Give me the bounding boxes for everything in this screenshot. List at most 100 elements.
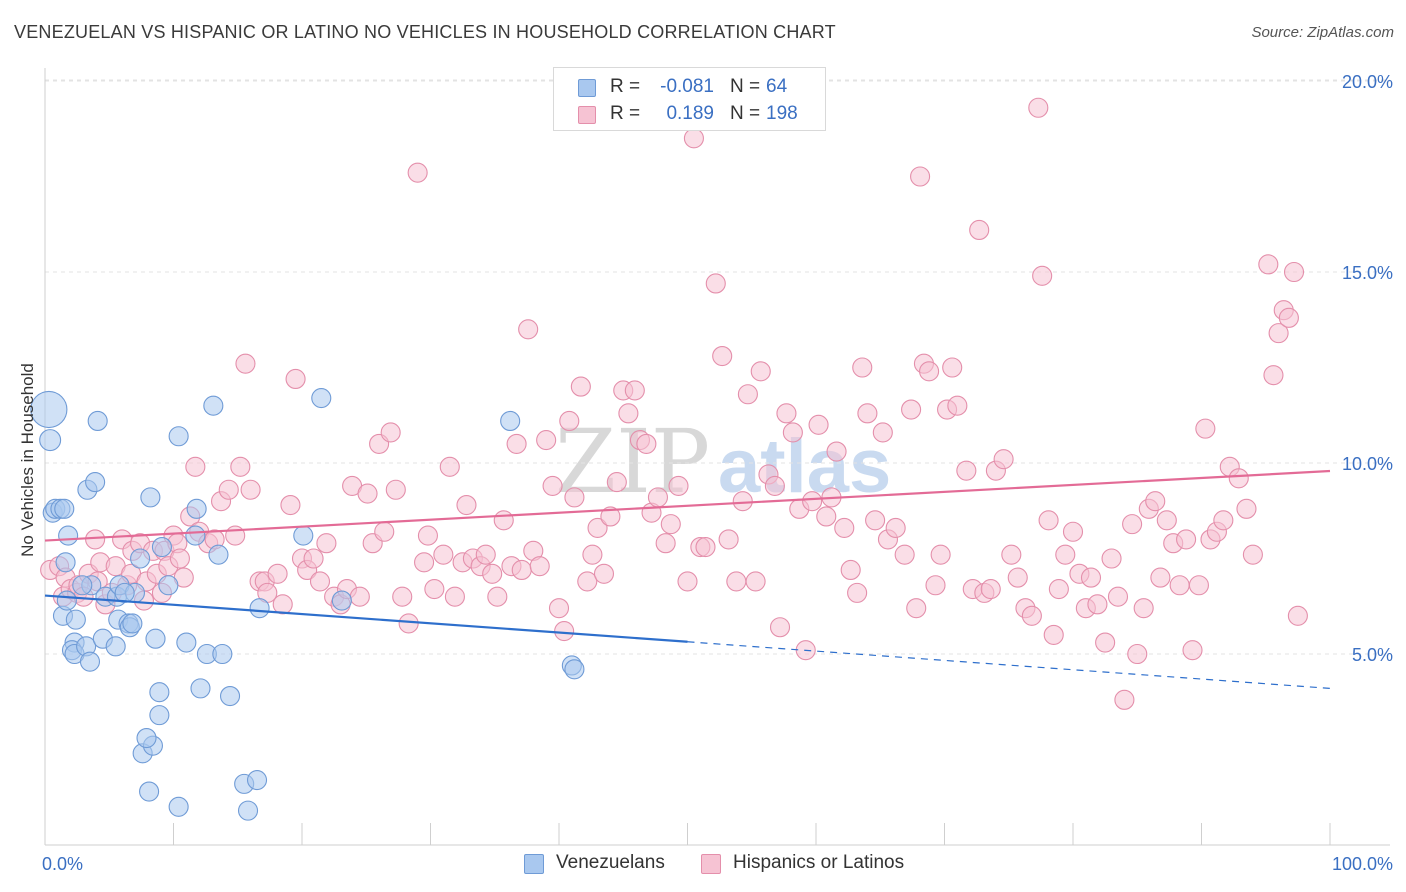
hispanic-point xyxy=(1095,632,1116,653)
y-tick-label: 20.0% xyxy=(1342,72,1393,92)
hispanic-point xyxy=(901,399,922,420)
r-value: -0.081 xyxy=(660,76,714,97)
x-tick-label-min: 0.0% xyxy=(42,854,83,874)
hispanic-point xyxy=(1087,594,1108,615)
venezuelan-point xyxy=(237,800,259,821)
hispanic-point xyxy=(1055,544,1076,565)
hispanic-point xyxy=(636,433,657,454)
hispanic-point xyxy=(374,521,395,542)
hispanic-point xyxy=(726,571,747,592)
hispanic-point xyxy=(398,613,419,634)
hispanic-point xyxy=(925,575,946,596)
venezuelan-point xyxy=(130,548,151,569)
hispanic-point xyxy=(980,579,1001,600)
r-label: R = xyxy=(610,103,641,124)
venezuelan-point xyxy=(79,651,101,672)
hispanic-point xyxy=(1122,514,1143,535)
venezuelan-point xyxy=(145,628,166,649)
hispanic-point xyxy=(424,579,445,600)
hispanic-point xyxy=(993,449,1014,470)
venezuelan-point xyxy=(500,410,521,432)
hispanic-point xyxy=(1188,575,1209,596)
hispanic-point xyxy=(169,548,190,569)
hispanic-point xyxy=(1032,265,1053,286)
hispanic-point xyxy=(705,273,726,294)
venezuelan-point xyxy=(564,659,585,680)
hispanic-point xyxy=(852,357,873,378)
legend-label-hispanics: Hispanics or Latinos xyxy=(733,852,905,873)
venezuelan-point xyxy=(331,590,352,611)
hispanic-point xyxy=(433,544,454,565)
x-tick-label-max: 100.0% xyxy=(1332,854,1393,874)
hispanic-point xyxy=(536,430,557,451)
hispanic-point xyxy=(417,525,438,546)
r-value: 0.189 xyxy=(666,103,714,124)
hispanic-point xyxy=(554,621,575,642)
venezuelan-trend-line xyxy=(44,594,688,643)
hispanic-point xyxy=(1133,598,1154,619)
hispanic-point xyxy=(826,441,847,462)
hispanic-point xyxy=(582,544,603,565)
hispanic-point xyxy=(1263,365,1284,386)
venezuelan-point xyxy=(168,426,189,447)
venezuelan-point xyxy=(158,575,179,596)
hispanic-point xyxy=(1080,567,1102,588)
hispanic-point xyxy=(776,403,797,424)
hispanic-point xyxy=(624,380,645,401)
hispanic-point xyxy=(1001,544,1022,565)
hispanic-point xyxy=(894,544,915,565)
y-tick-label: 5.0% xyxy=(1352,645,1393,665)
hispanic-point xyxy=(1021,605,1042,626)
hispanic-point xyxy=(906,598,927,619)
hispanic-trend-line xyxy=(44,469,1331,542)
hispanic-point xyxy=(1038,510,1059,531)
hispanic-point xyxy=(316,533,337,554)
chart-title: VENEZUELAN VS HISPANIC OR LATINO NO VEHI… xyxy=(14,22,836,42)
hispanic-point xyxy=(267,563,288,584)
hispanic-point xyxy=(1062,521,1084,542)
n-label: N = xyxy=(730,76,761,97)
venezuelan-point xyxy=(122,613,143,634)
hispanic-point xyxy=(577,571,598,592)
hispanic-point xyxy=(1114,689,1135,710)
hispanic-point xyxy=(1236,498,1257,519)
hispanic-point xyxy=(385,479,406,500)
hispanic-point xyxy=(732,491,753,512)
hispanic-point xyxy=(349,586,370,607)
n-value: 64 xyxy=(766,76,788,97)
hispanic-point xyxy=(1242,544,1263,565)
hispanic-point xyxy=(808,414,829,435)
hispanic-point xyxy=(439,456,460,477)
venezuelan-point xyxy=(54,498,75,519)
hispanic-point xyxy=(218,479,239,500)
venezuelan-point xyxy=(185,525,206,546)
venezuelan-point xyxy=(149,705,170,726)
hispanic-point xyxy=(1258,254,1279,275)
legend-swatch-venezuelans xyxy=(524,854,544,874)
chart-source: Source: ZipAtlas.com xyxy=(1251,24,1394,41)
hispanic-point xyxy=(511,559,532,581)
venezuelan-point xyxy=(176,632,197,653)
hispanic-point xyxy=(564,487,585,508)
y-tick-label: 15.0% xyxy=(1342,263,1393,283)
hispanic-point xyxy=(506,433,527,454)
hispanic-point xyxy=(668,475,689,496)
hispanic-point xyxy=(840,559,861,581)
hispanic-point xyxy=(593,563,615,584)
venezuelan-point xyxy=(114,582,135,603)
hispanic-point xyxy=(1287,605,1308,626)
data-points xyxy=(30,97,1308,821)
venezuelan-point xyxy=(87,410,108,432)
hispanic-point xyxy=(475,544,496,565)
hispanic-point xyxy=(745,571,766,592)
hispanic-point xyxy=(285,368,306,390)
hispanic-point xyxy=(655,533,676,554)
hispanic-point xyxy=(834,517,855,538)
hispanic-point xyxy=(1176,529,1197,550)
hispanic-point xyxy=(847,582,868,603)
hispanic-point xyxy=(235,353,256,374)
hispanic-point xyxy=(444,586,465,607)
hispanic-point xyxy=(1007,567,1028,588)
hispanic-point xyxy=(683,128,704,149)
hispanic-point xyxy=(548,598,570,619)
